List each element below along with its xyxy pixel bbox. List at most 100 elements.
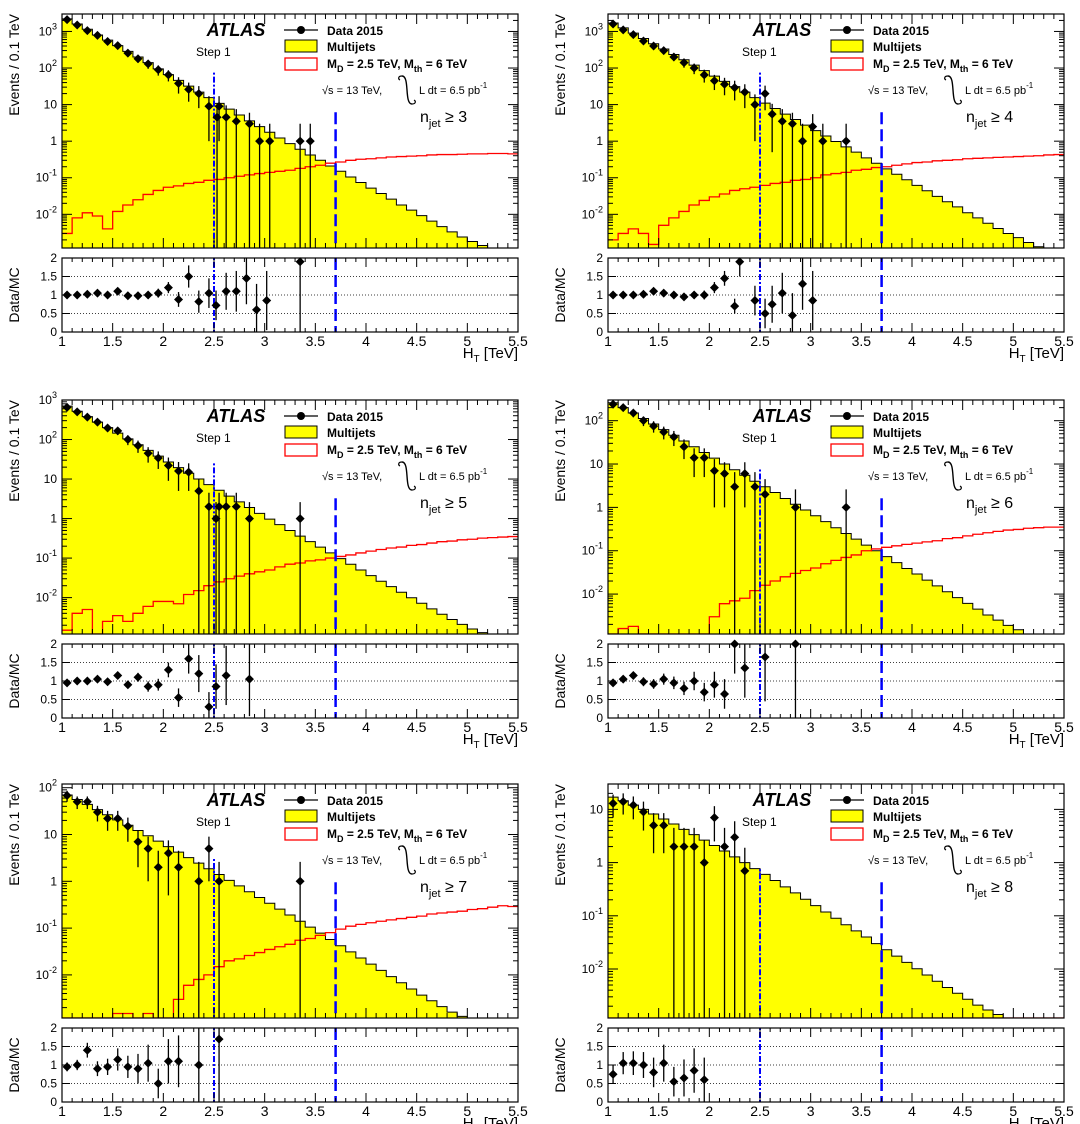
ratio-point <box>194 297 204 307</box>
ratio-point <box>735 257 745 267</box>
step-label: Step 1 <box>196 45 231 59</box>
x-tick-label: 3.5 <box>306 333 326 349</box>
x-tick-label: 5.5 <box>508 333 528 349</box>
data-point <box>123 435 133 445</box>
x-tick-label: 3 <box>807 1103 815 1119</box>
data-point <box>720 842 730 852</box>
ratio-tick-label: 0 <box>50 1095 57 1109</box>
data-point <box>163 70 173 80</box>
ratio-point <box>699 1075 709 1085</box>
data-point <box>204 502 214 512</box>
legend-data-label: Data 2015 <box>873 794 929 808</box>
ratio-point <box>62 678 72 688</box>
integral-icon-ends <box>398 75 416 105</box>
ratio-tick-label: 1.5 <box>40 270 57 284</box>
y-tick-label: 10-2 <box>582 959 603 976</box>
y-tick-label: 1 <box>596 500 603 514</box>
data-point <box>133 54 143 64</box>
y-tick-label: 1 <box>50 874 57 888</box>
data-point <box>659 820 669 830</box>
data-point <box>730 482 740 492</box>
x-axis-label: HT [TeV] <box>1009 731 1064 751</box>
ratio-point <box>709 680 719 690</box>
ratio-y-axis-label: Data/MC <box>552 267 568 322</box>
energy-label: √s = 13 TeV, <box>868 471 928 483</box>
data-point <box>689 63 699 73</box>
data-point <box>798 136 808 146</box>
ratio-point <box>760 309 770 318</box>
ratio-point <box>123 1062 133 1072</box>
ratio-tick-label: 0 <box>50 325 57 339</box>
ratio-point <box>730 301 740 311</box>
x-tick-label: 4.5 <box>407 719 427 735</box>
ratio-point <box>720 689 730 699</box>
ratio-point <box>295 257 305 267</box>
integral-icon <box>947 845 959 875</box>
lumi-label: L dt = 6.5 pb-1 <box>965 467 1034 483</box>
njet-label: njet ≥ 6 <box>966 495 1013 516</box>
y-axis-label: Events / 0.1 TeV <box>552 783 568 885</box>
y-tick-label: 1 <box>50 512 57 526</box>
ratio-point <box>143 290 153 300</box>
data-point <box>638 36 648 46</box>
data-point <box>194 89 204 99</box>
data-point <box>760 489 770 499</box>
data-point <box>143 844 153 854</box>
multijets-histogram <box>608 402 1064 634</box>
ratio-tick-label: 1 <box>596 674 603 688</box>
x-tick-label: 4 <box>362 1103 370 1119</box>
x-tick-label: 5 <box>1009 1103 1017 1119</box>
x-tick-label: 5 <box>463 1103 471 1119</box>
data-point <box>628 30 638 40</box>
data-point <box>174 78 184 88</box>
x-tick-label: 1 <box>58 333 66 349</box>
ratio-point <box>211 300 221 310</box>
x-tick-label: 3.5 <box>852 1103 872 1119</box>
data-point <box>760 89 770 99</box>
step-label: Step 1 <box>742 45 777 59</box>
ratio-point <box>787 310 797 320</box>
legend-data-label: Data 2015 <box>327 794 383 808</box>
data-point <box>790 502 800 512</box>
data-point <box>82 797 92 807</box>
x-tick-label: 2 <box>705 1103 713 1119</box>
x-tick-label: 1.5 <box>649 1103 669 1119</box>
x-axis-label: HT [TeV] <box>1009 345 1064 365</box>
y-tick-label: 102 <box>585 411 603 428</box>
y-tick-label: 103 <box>585 21 603 38</box>
x-tick-label: 2 <box>159 1103 167 1119</box>
ratio-point <box>174 1056 184 1066</box>
y-tick-label: 10-2 <box>36 204 57 221</box>
ratio-point <box>184 654 194 664</box>
ratio-point <box>669 678 679 688</box>
y-tick-label: 102 <box>585 58 603 75</box>
ratio-point <box>608 678 618 688</box>
njet-label: njet ≥ 5 <box>420 495 467 516</box>
lumi-label: L dt = 6.5 pb-1 <box>965 81 1034 97</box>
data-point <box>689 453 699 463</box>
data-point <box>777 116 787 126</box>
data-point <box>92 30 102 40</box>
ratio-point <box>72 290 82 300</box>
x-tick-label: 5.5 <box>1054 1103 1074 1119</box>
y-tick-label: 103 <box>39 390 57 407</box>
y-tick-label: 10 <box>590 802 604 816</box>
legend-signal-swatch <box>830 57 864 71</box>
ratio-point <box>174 693 184 703</box>
ratio-tick-label: 2 <box>50 637 57 651</box>
ratio-point <box>62 1062 72 1072</box>
data-point <box>153 862 163 872</box>
data-point <box>730 83 740 93</box>
x-tick-label: 3.5 <box>306 719 326 735</box>
data-point <box>659 46 669 56</box>
ratio-point <box>82 1045 92 1055</box>
y-tick-label: 10-2 <box>36 965 57 982</box>
data-point <box>689 842 699 852</box>
data-point <box>709 813 719 823</box>
ratio-point <box>808 296 818 306</box>
ratio-tick-label: 1.5 <box>586 1040 603 1054</box>
energy-label: √s = 13 TeV, <box>868 85 928 97</box>
data-point <box>841 136 851 146</box>
ratio-point <box>628 290 638 300</box>
